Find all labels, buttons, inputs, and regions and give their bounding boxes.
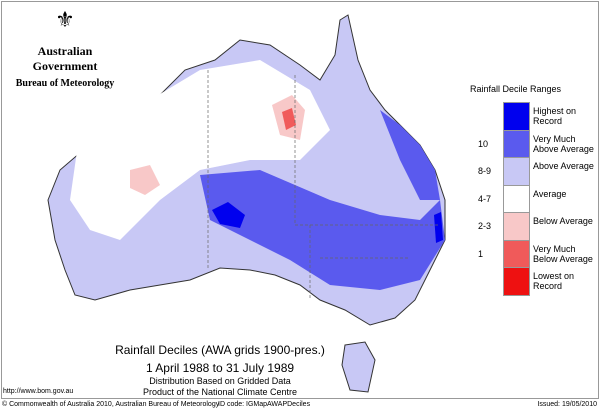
legend-range: 10 [478, 138, 489, 149]
coat-of-arms-icon: ⚜ [55, 7, 75, 32]
legend-swatch [503, 129, 530, 159]
bureau-name: Bureau of Meteorology [15, 78, 115, 89]
legend-swatch [503, 102, 530, 131]
legend-label: Very Much Below Average [533, 243, 593, 264]
legend-label: Below Average [533, 216, 593, 226]
legend-label: Average [533, 188, 567, 199]
average-region [70, 60, 330, 240]
gov-name: Australian Government [32, 44, 98, 73]
below-average-2 [130, 165, 160, 195]
map-title: Rainfall Deciles (AWA grids 1900-pres.) [115, 343, 325, 357]
legend-range: 1 [478, 248, 484, 259]
very-much-below-1 [282, 108, 296, 130]
legend-swatch [503, 239, 530, 269]
legend-label: Very Much Above Average [533, 133, 594, 154]
legend-range: 8-9 [478, 166, 492, 176]
tasmania [341, 341, 376, 393]
state-borders [207, 70, 440, 300]
vmaa-east [380, 110, 440, 200]
caption-line4: Product of the National Climate Centre [142, 387, 298, 397]
bom-logo: ⚜ Australian Government Bureau of Meteor… [10, 7, 120, 90]
legend-swatch [503, 267, 530, 296]
legend-swatch [503, 184, 530, 214]
map-frame [1, 1, 599, 399]
highest-region-2 [434, 212, 443, 243]
legend-title: Rainfall Decile Ranges [470, 84, 562, 94]
caption-line3: Distribution Based on Gridded Data [149, 376, 291, 386]
legend-label: Highest on Record [533, 106, 577, 126]
legend-swatch [503, 157, 530, 186]
website-link[interactable]: http://www.bom.gov.au [3, 388, 74, 395]
copyright: © Commonwealth of Australia 2010, Austra… [2, 401, 220, 408]
legend-swatch [503, 212, 530, 241]
id-code: ID code: IGMapAWAPDeciles [218, 401, 311, 408]
legend-label: Above Average [533, 161, 594, 171]
issued-date: Issued: 19/05/2010 [537, 401, 597, 408]
legend-range: 2-3 [478, 221, 492, 231]
legend-label: Lowest on Record [533, 271, 575, 291]
highest-region-1 [212, 202, 245, 228]
legend-range: 4-7 [478, 193, 492, 204]
vmaa-region [200, 170, 445, 290]
map-period: 1 April 1988 to 31 July 1989 [145, 361, 295, 375]
